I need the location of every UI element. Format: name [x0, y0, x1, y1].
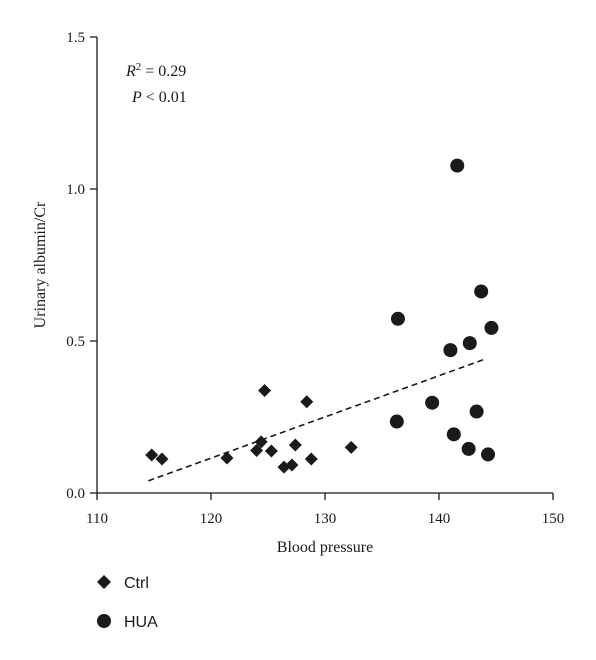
hua-point: [484, 320, 499, 335]
legend-ctrl-marker: [97, 575, 111, 589]
hua-point: [469, 404, 484, 419]
p-value-annotation: P < 0.01: [131, 89, 187, 106]
x-axis-label: Blood pressure: [277, 539, 373, 556]
y-axis-label: Urinary albumin/Cr: [32, 201, 49, 328]
r-squared-annotation: R2 = 0.29: [125, 61, 186, 80]
hua-point: [474, 284, 489, 299]
trend-line: [148, 358, 485, 482]
y-tick-label: 0.0: [66, 486, 85, 502]
hua-point: [446, 427, 461, 442]
hua-point: [450, 158, 465, 173]
ctrl-point: [258, 384, 272, 398]
ctrl-point: [145, 448, 159, 462]
legend-hua-marker: [97, 614, 111, 628]
legend-ctrl-label: Ctrl: [124, 575, 149, 592]
hua-point: [443, 343, 458, 358]
legend: Ctrl HUA: [97, 575, 158, 631]
x-tick-label: 110: [86, 511, 108, 527]
ctrl-point: [288, 438, 302, 452]
ctrl-point: [264, 444, 278, 458]
ctrl-point: [344, 440, 358, 454]
data-points: [145, 158, 499, 474]
x-tick-label: 130: [314, 511, 337, 527]
ctrl-point: [285, 458, 299, 472]
ctrl-point: [300, 395, 314, 409]
ctrl-point: [304, 452, 318, 466]
y-axis-ticks: 0.0 0.5 1.0 1.5: [66, 30, 97, 502]
x-axis-ticks: 110 120 130 140 150: [86, 493, 564, 527]
hua-point: [389, 414, 404, 429]
legend-hua-label: HUA: [124, 614, 158, 631]
ctrl-point: [220, 451, 234, 465]
hua-point: [462, 336, 477, 351]
ctrl-point: [250, 443, 264, 457]
hua-point: [461, 441, 476, 456]
y-tick-label: 1.5: [66, 30, 85, 46]
hua-point: [390, 311, 405, 326]
hua-point: [425, 395, 440, 410]
y-tick-label: 1.0: [66, 182, 85, 198]
ctrl-point: [254, 435, 268, 449]
x-tick-label: 150: [542, 511, 565, 527]
hua-point: [481, 447, 496, 462]
ctrl-point: [155, 452, 169, 466]
x-tick-label: 120: [200, 511, 223, 527]
x-tick-label: 140: [428, 511, 451, 527]
y-tick-label: 0.5: [66, 334, 85, 350]
